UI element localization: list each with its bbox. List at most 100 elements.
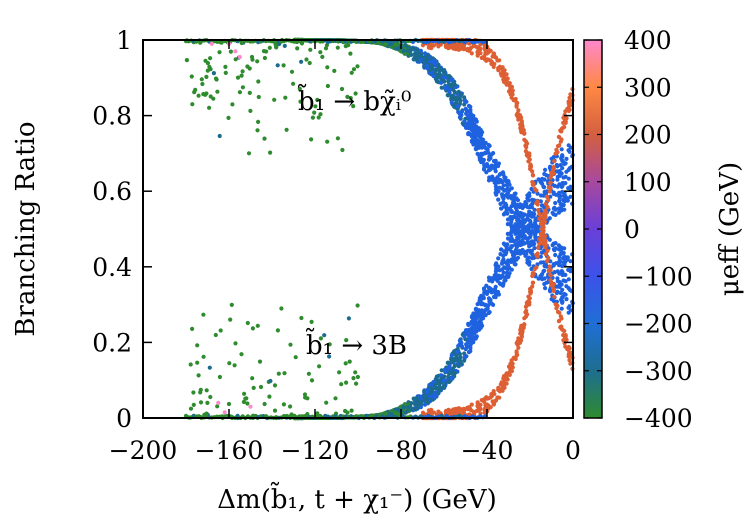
scatter-point	[556, 319, 562, 324]
scatter-point	[469, 134, 474, 139]
scatter-point	[478, 297, 483, 302]
scatter-point	[413, 57, 418, 62]
scatter-point	[394, 46, 399, 51]
scatter-point	[332, 68, 337, 73]
scatter-point	[550, 210, 555, 215]
scatter-point	[568, 361, 573, 366]
scatter-point	[525, 260, 530, 265]
scatter-point	[424, 390, 430, 395]
scatter-point	[204, 411, 209, 416]
scatter-point	[482, 166, 487, 171]
scatter-point	[497, 185, 502, 190]
scatter-point	[480, 152, 485, 157]
scatter-point	[190, 326, 195, 331]
scatter-point	[255, 128, 260, 133]
scatter-point	[327, 342, 332, 347]
scatter-point	[431, 43, 436, 48]
scatter-point	[509, 209, 515, 214]
scatter-point	[184, 58, 189, 63]
scatter-point	[318, 50, 323, 55]
scatter-point	[513, 231, 518, 236]
scatter-point	[486, 168, 491, 173]
scatter-point	[450, 366, 455, 371]
scatter-point	[469, 51, 474, 56]
scatter-point	[394, 407, 399, 412]
scatter-point	[548, 175, 553, 180]
scatter-point	[566, 354, 571, 359]
scatter-point	[559, 129, 564, 134]
scatter-point	[422, 51, 428, 56]
scatter-point	[188, 362, 193, 367]
scatter-point	[518, 113, 523, 118]
scatter-point	[207, 365, 212, 370]
scatter-point	[223, 70, 228, 75]
scatter-point	[424, 63, 430, 68]
scatter-point	[450, 376, 455, 381]
scatter-point	[298, 99, 303, 104]
scatter-point	[524, 217, 529, 222]
scatter-point	[506, 89, 512, 94]
scatter-point	[560, 264, 565, 269]
scatter-point	[479, 398, 484, 403]
scatter-point	[353, 91, 358, 96]
scatter-point	[551, 164, 557, 170]
scatter-point	[548, 289, 553, 294]
scatter-point	[237, 90, 242, 95]
scatter-point	[204, 388, 209, 393]
scatter-point	[482, 43, 487, 48]
scatter-point	[473, 336, 478, 341]
scatter-point	[455, 349, 460, 354]
scatter-point	[528, 163, 534, 168]
scatter-point	[229, 302, 234, 307]
scatter-point	[529, 266, 534, 272]
scatter-point	[503, 278, 508, 283]
scatter-point	[482, 287, 487, 292]
scatter-point	[233, 57, 238, 62]
x-axis-label: Δm(b̃₁, t + χ₁⁻) (GeV)	[217, 481, 496, 515]
scatter-point	[433, 377, 438, 382]
scatter-point	[480, 301, 485, 306]
scatter-point	[525, 196, 530, 201]
scatter-point	[536, 245, 541, 250]
scatter-point	[456, 47, 461, 52]
scatter-point	[333, 396, 338, 401]
x-tick-label: −40	[461, 436, 514, 465]
scatter-point	[291, 81, 296, 86]
scatter-point	[527, 230, 532, 235]
scatter-point	[195, 360, 200, 365]
colorbar-tick-label: −300	[624, 357, 693, 386]
scatter-point	[462, 119, 467, 124]
scatter-point	[505, 183, 510, 188]
scatter-point	[205, 400, 210, 405]
y-tick-label: 0.8	[92, 102, 132, 131]
y-tick-label: 0.4	[92, 253, 132, 282]
scatter-point	[476, 322, 482, 327]
scatter-point	[282, 371, 287, 376]
scatter-point	[518, 127, 524, 132]
scatter-point	[524, 303, 529, 309]
colorbar-ticks: 400 300 200 100 0 −100 −200 −300 −400	[584, 26, 693, 433]
colorbar-tick-label: 400	[624, 26, 672, 55]
scatter-point	[437, 71, 442, 76]
scatter-point	[566, 277, 571, 282]
scatter-point	[487, 143, 492, 148]
scatter-point	[558, 139, 563, 144]
scatter-point	[513, 222, 518, 227]
scatter-point	[457, 111, 462, 116]
colorbar-tick-label: 100	[624, 168, 672, 197]
scatter-point	[563, 161, 568, 166]
scatter-point	[413, 407, 418, 412]
scatter-point	[354, 381, 359, 386]
scatter-point	[233, 341, 238, 346]
scatter-point	[505, 222, 510, 227]
scatter-point	[509, 195, 515, 200]
scatter-point	[467, 406, 473, 411]
scatter-point	[458, 98, 463, 103]
scatter-point	[215, 89, 220, 94]
scatter-point	[493, 169, 498, 174]
scatter-point	[516, 117, 521, 122]
scatter-point	[447, 371, 452, 376]
scatter-point	[564, 284, 569, 289]
scatter-point	[501, 77, 506, 82]
scatter-point	[524, 236, 529, 241]
